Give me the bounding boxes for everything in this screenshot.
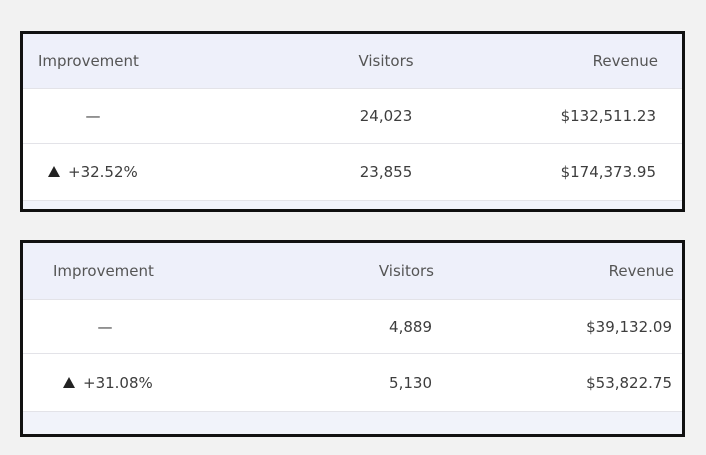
improvement: +32.52% xyxy=(68,163,138,181)
cell: $39,132.09 xyxy=(586,317,672,336)
cell: $53,822.75 xyxy=(586,373,672,392)
header-row: Improvement Visitors Revenue xyxy=(23,34,682,89)
table-row: +31.08% 5,130 $53,822.75 xyxy=(23,354,682,412)
table: Improvement Visitors Revenue — 4,889 $39… xyxy=(20,240,685,437)
cell: 5,130 xyxy=(389,373,432,392)
improvement: +31.08% xyxy=(83,373,153,392)
table-row: — 24,023 $132,511.23 xyxy=(23,89,682,144)
cell: — xyxy=(97,317,113,336)
header-cell: Revenue xyxy=(608,262,674,280)
cell: $132,511.23 xyxy=(560,107,656,125)
cell: +32.52% xyxy=(48,163,138,181)
cell: +31.08% xyxy=(63,374,153,392)
cell: 4,889 xyxy=(389,317,432,336)
table-row: +32.52% 23,855 $174,373.95 xyxy=(23,144,682,201)
header-row: Improvement Visitors Revenue xyxy=(23,243,682,300)
header-cell: Visitors xyxy=(378,262,434,280)
header-cell: Revenue xyxy=(592,52,658,70)
table-footer xyxy=(23,201,682,209)
table-footer xyxy=(23,412,682,434)
header-cell: Visitors xyxy=(358,52,414,70)
cell: — xyxy=(85,107,101,125)
header-cell: Improvement xyxy=(38,52,139,70)
cell: $174,373.95 xyxy=(560,163,656,181)
table-row: — 4,889 $39,132.09 xyxy=(23,300,682,354)
cell: 24,023 xyxy=(359,107,413,125)
up-arrow-icon xyxy=(48,166,60,177)
table: Improvement Visitors Revenue — 24,023 $1… xyxy=(20,31,685,212)
up-arrow-icon xyxy=(63,376,75,388)
cell: 23,855 xyxy=(359,163,413,181)
header-cell: Improvement xyxy=(53,262,154,280)
